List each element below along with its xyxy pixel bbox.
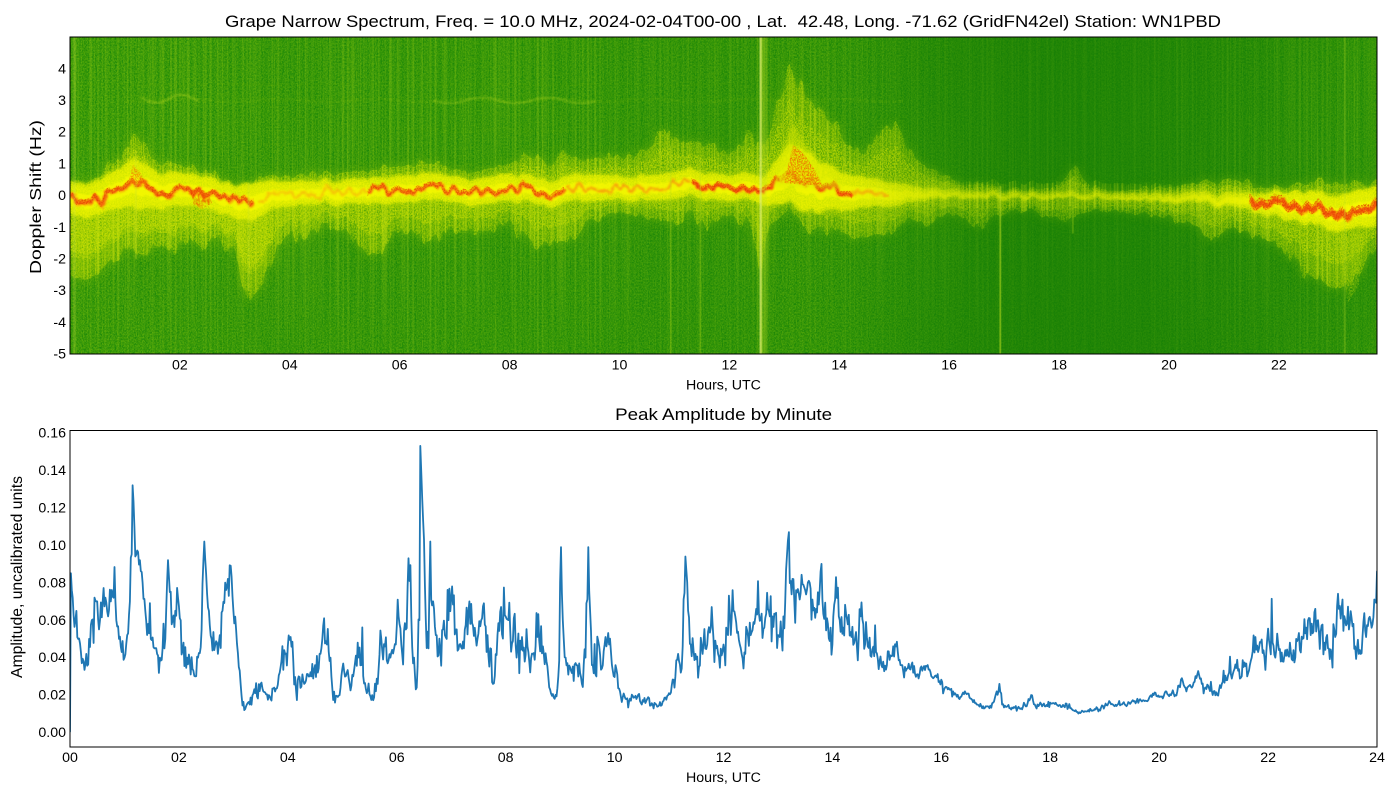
svg-text:0.00: 0.00 [38, 725, 66, 741]
svg-text:04: 04 [282, 358, 298, 374]
svg-text:14: 14 [825, 750, 841, 766]
svg-text:Hours, UTC: Hours, UTC [686, 770, 761, 786]
svg-text:0.16: 0.16 [38, 425, 66, 441]
svg-text:0.06: 0.06 [38, 613, 66, 629]
svg-text:0.12: 0.12 [38, 500, 66, 516]
svg-text:06: 06 [389, 750, 405, 766]
svg-text:-5: -5 [53, 347, 66, 363]
svg-text:10: 10 [607, 750, 623, 766]
svg-text:02: 02 [171, 750, 187, 766]
svg-text:0.02: 0.02 [38, 688, 66, 704]
svg-text:Doppler Shift (Hz): Doppler Shift (Hz) [28, 120, 45, 274]
svg-text:22: 22 [1260, 750, 1276, 766]
svg-text:10: 10 [612, 358, 628, 374]
svg-text:16: 16 [933, 750, 949, 766]
svg-text:-4: -4 [53, 315, 66, 331]
svg-text:4: 4 [58, 61, 66, 77]
svg-text:20: 20 [1161, 358, 1177, 374]
svg-text:20: 20 [1151, 750, 1167, 766]
svg-text:08: 08 [502, 358, 518, 374]
svg-text:0.04: 0.04 [38, 650, 66, 666]
svg-text:18: 18 [1051, 358, 1067, 374]
svg-text:12: 12 [722, 358, 738, 374]
svg-text:18: 18 [1042, 750, 1058, 766]
svg-text:24: 24 [1369, 750, 1385, 766]
svg-text:08: 08 [498, 750, 514, 766]
svg-text:-1: -1 [53, 220, 66, 236]
svg-text:0.10: 0.10 [38, 538, 66, 554]
svg-text:0.14: 0.14 [38, 463, 66, 479]
svg-text:Hours, UTC: Hours, UTC [686, 378, 761, 394]
svg-text:Peak Amplitude by Minute: Peak Amplitude by Minute [615, 406, 832, 424]
svg-text:2: 2 [58, 125, 66, 141]
svg-text:16: 16 [941, 358, 957, 374]
svg-text:-2: -2 [53, 252, 66, 268]
svg-text:22: 22 [1271, 358, 1287, 374]
svg-text:12: 12 [716, 750, 732, 766]
svg-text:04: 04 [280, 750, 296, 766]
svg-text:0.08: 0.08 [38, 575, 66, 591]
svg-text:06: 06 [392, 358, 408, 374]
svg-text:0: 0 [58, 188, 66, 204]
svg-text:Amplitude, uncalibrated units: Amplitude, uncalibrated units [9, 476, 26, 678]
svg-text:00: 00 [62, 750, 78, 766]
svg-text:-3: -3 [53, 283, 66, 299]
svg-text:14: 14 [831, 358, 847, 374]
svg-text:02: 02 [172, 358, 188, 374]
svg-text:1: 1 [58, 156, 66, 172]
svg-text:Grape Narrow Spectrum, Freq. =: Grape Narrow Spectrum, Freq. = 10.0 MHz,… [225, 13, 1221, 31]
svg-text:3: 3 [58, 93, 66, 109]
